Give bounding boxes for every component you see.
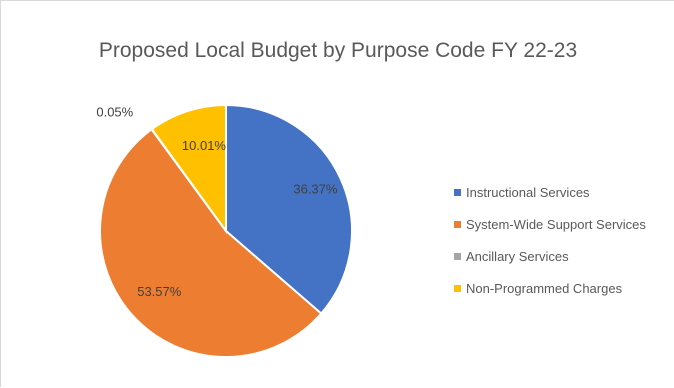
legend-item-non-programmed-charges: Non-Programmed Charges xyxy=(454,272,646,304)
legend-label: System-Wide Support Services xyxy=(466,216,646,232)
data-label-system-wide-support-services: 53.57% xyxy=(137,284,182,299)
legend-swatch xyxy=(454,220,461,228)
legend-label: Instructional Services xyxy=(466,184,590,200)
data-label-non-programmed-charges: 10.01% xyxy=(182,138,227,153)
legend-label: Ancillary Services xyxy=(466,248,569,264)
legend-swatch xyxy=(454,188,461,196)
data-label-ancillary-services: 0.05% xyxy=(96,104,133,119)
data-label-instructional-services: 36.37% xyxy=(293,182,338,197)
legend-swatch xyxy=(454,284,461,292)
legend-item-ancillary-services: Ancillary Services xyxy=(454,240,646,272)
legend-item-system-wide-support-services: System-Wide Support Services xyxy=(454,208,646,240)
legend-swatch xyxy=(454,252,461,260)
legend-label: Non-Programmed Charges xyxy=(466,280,623,296)
chart-title: Proposed Local Budget by Purpose Code FY… xyxy=(98,39,578,62)
legend-item-instructional-services: Instructional Services xyxy=(454,176,646,208)
pie-slice-non-programmed-charges xyxy=(150,103,227,235)
pie-slice-system-wide-support-services xyxy=(99,127,323,358)
pie-slice-instructional-services xyxy=(225,103,353,315)
chart-legend: Instructional Services System-Wide Suppo… xyxy=(454,176,646,304)
